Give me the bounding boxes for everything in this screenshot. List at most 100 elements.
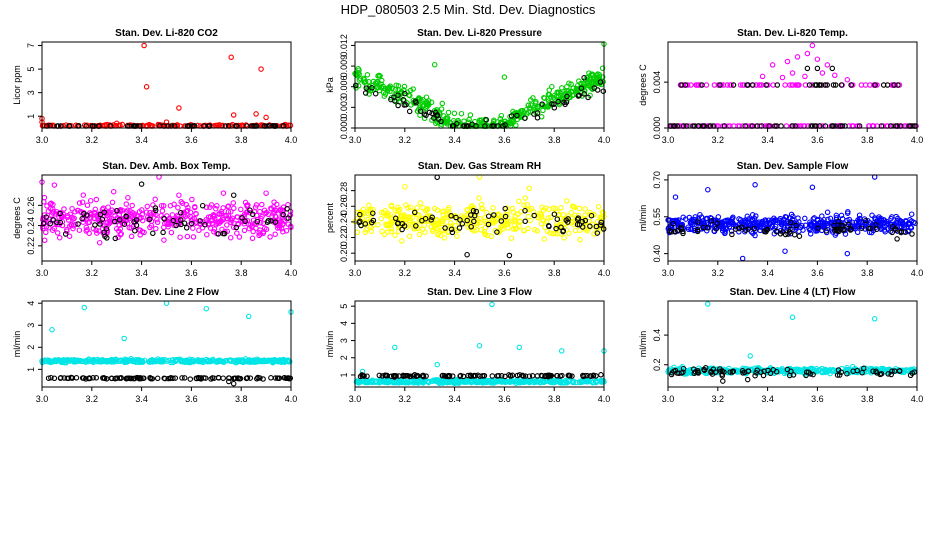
data-point (835, 218, 841, 225)
data-point (187, 209, 194, 216)
data-point (430, 226, 437, 233)
data-point (247, 207, 253, 213)
data-point (680, 214, 686, 221)
data-point (203, 216, 209, 223)
data-point (469, 121, 475, 127)
data-point (79, 375, 86, 381)
data-point (393, 373, 399, 379)
data-point (433, 377, 440, 384)
data-point (236, 234, 243, 240)
data-point (67, 223, 73, 229)
data-point (522, 373, 529, 379)
data-point (230, 380, 237, 387)
data-point (594, 230, 601, 236)
y-tick-label: 4 (26, 301, 36, 306)
data-point (742, 227, 749, 233)
data-point (89, 210, 95, 217)
data-point (102, 210, 109, 217)
data-point (133, 359, 139, 366)
data-point (897, 217, 903, 224)
data-point (784, 58, 791, 65)
data-point (225, 203, 231, 210)
panel-5: Stan. Dev. Gas Stream RH percent 3.0 3.2 3.4… (325, 161, 610, 278)
data-point (217, 357, 223, 364)
data-point (76, 200, 83, 206)
data-point (530, 209, 537, 215)
data-point (438, 118, 444, 125)
data-point (795, 215, 801, 221)
data-point (120, 357, 127, 364)
x-tick-label: 3.6 (185, 394, 198, 404)
data-point (532, 379, 539, 385)
x-tick-label: 3.8 (235, 394, 248, 404)
data-point (406, 215, 413, 222)
data-point (414, 205, 420, 211)
data-point (793, 222, 799, 229)
data-point (214, 203, 220, 209)
data-point (224, 222, 230, 228)
data-point (782, 248, 788, 254)
data-point (449, 229, 456, 236)
data-point (257, 219, 264, 226)
data-point (244, 218, 251, 224)
data-point (712, 369, 719, 375)
data-points (667, 42, 919, 129)
data-point (489, 373, 496, 379)
data-point (599, 379, 606, 385)
data-point (498, 215, 504, 222)
data-point (170, 217, 177, 224)
data-point (54, 230, 61, 236)
data-point (399, 226, 405, 233)
data-point (161, 216, 168, 222)
data-point (490, 205, 496, 211)
x-tick-label: 3.6 (498, 268, 511, 278)
data-point (57, 219, 64, 226)
data-point (738, 224, 745, 230)
data-point (577, 227, 583, 234)
data-point (358, 379, 364, 385)
data-point (829, 368, 836, 374)
data-point (431, 205, 438, 212)
panel-title: Stan. Dev. Li-820 Pressure (417, 28, 542, 39)
data-point (393, 82, 399, 89)
data-point (204, 358, 211, 365)
data-point (515, 211, 521, 217)
data-point (375, 84, 381, 91)
data-point (566, 230, 572, 237)
data-point (111, 209, 117, 215)
panel-title: Stan. Dev. Li-820 Temp. (737, 28, 848, 39)
x-tick-label: 4.0 (911, 268, 924, 278)
data-point (551, 211, 558, 217)
data-point (881, 227, 888, 233)
data-point (220, 358, 227, 365)
data-point (203, 305, 210, 312)
data-point (284, 206, 290, 212)
data-points (353, 301, 607, 387)
data-point (137, 227, 143, 233)
x-tick-label: 3.4 (761, 268, 774, 278)
data-point (737, 82, 744, 88)
data-point (183, 201, 189, 208)
x-tick-label: 3.8 (548, 135, 561, 145)
data-point (370, 210, 376, 216)
data-point (395, 220, 401, 226)
data-point (871, 316, 878, 322)
data-point (93, 375, 100, 381)
data-point (229, 215, 236, 222)
data-point (93, 196, 100, 203)
data-point (565, 213, 571, 219)
data-point (434, 106, 440, 113)
data-point (563, 88, 569, 94)
data-point (417, 200, 424, 206)
data-point (384, 210, 391, 216)
data-point (522, 207, 528, 214)
data-point (516, 198, 522, 205)
data-point (81, 304, 88, 311)
data-point (802, 73, 808, 80)
data-point (129, 202, 135, 209)
data-point (154, 216, 160, 223)
data-point (705, 186, 711, 193)
data-point (61, 206, 67, 212)
data-points (39, 300, 294, 387)
